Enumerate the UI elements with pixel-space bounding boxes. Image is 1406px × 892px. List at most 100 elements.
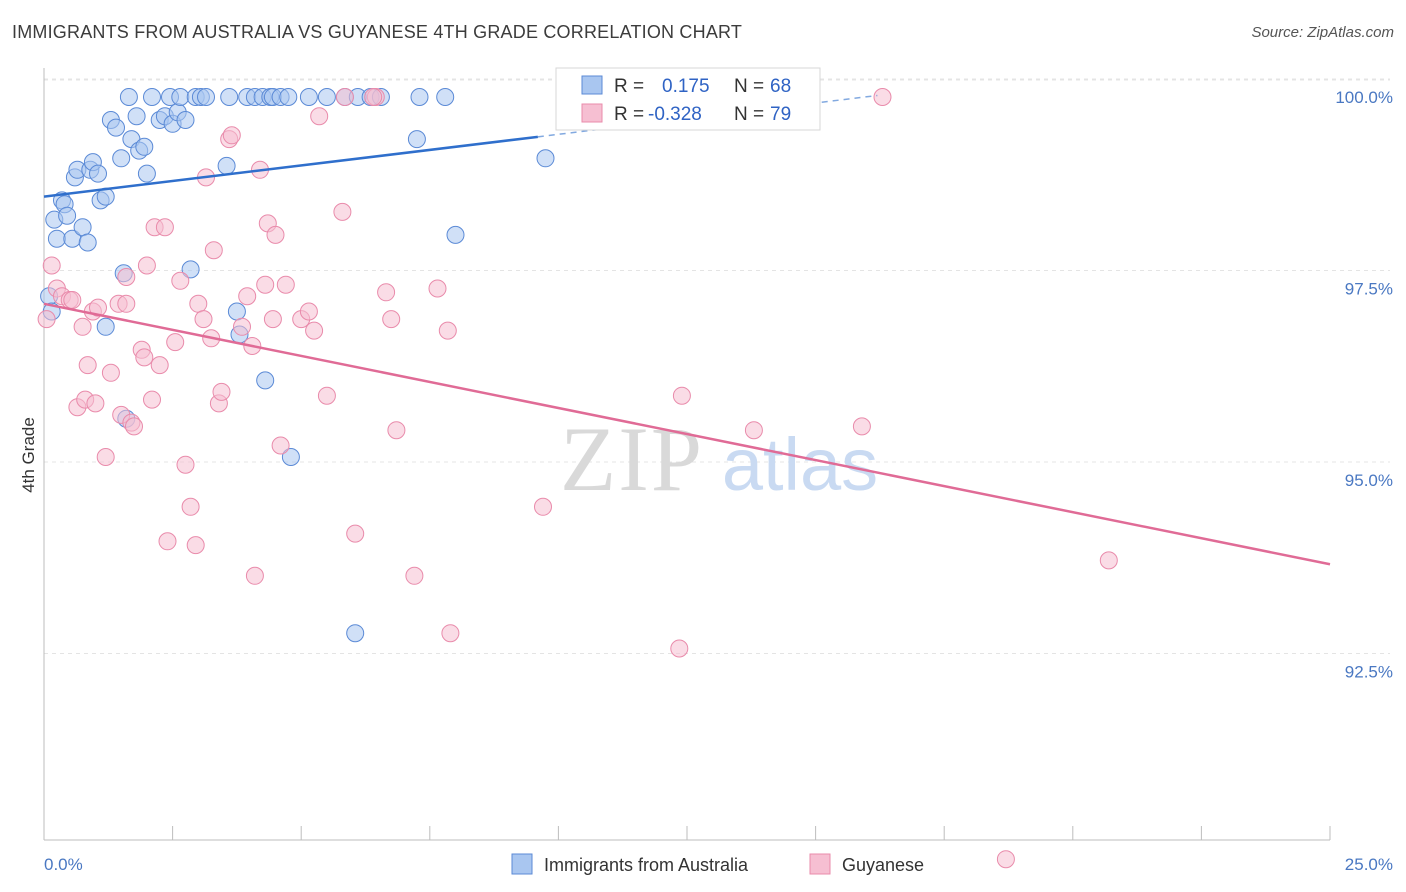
- watermark-atlas: atlas: [722, 423, 878, 506]
- point-guyanese-38: [204, 241, 223, 260]
- watermark-zip: ZIP: [560, 408, 704, 510]
- y-axis-label: 4th Grade: [19, 417, 38, 493]
- axes: [43, 68, 1331, 841]
- point-guyanese-23: [137, 256, 156, 275]
- point-guyanese-29: [166, 333, 185, 352]
- bottom-legend-swatch-australia: [511, 853, 533, 875]
- y-tick-labels: 100.0% 97.5% 95.0% 92.5%: [1335, 88, 1393, 682]
- point-guyanese-78: [364, 88, 383, 106]
- trend-line-australia: [43, 135, 538, 198]
- point-australia-34: [176, 111, 195, 129]
- legend-swatch-guyanese: [581, 103, 603, 123]
- point-guyanese-30: [171, 271, 190, 290]
- point-guyanese-52: [271, 436, 290, 455]
- x-tick-labels: 0.0% 25.0%: [44, 855, 1393, 874]
- point-australia-5: [58, 206, 77, 225]
- point-guyanese-64: [382, 310, 401, 329]
- point-guyanese-55: [299, 302, 318, 321]
- x-tick-label-min: 0.0%: [44, 855, 83, 874]
- point-guyanese-32: [181, 497, 200, 516]
- point-guyanese-26: [150, 356, 169, 375]
- point-australia-49: [279, 88, 298, 106]
- point-guyanese-76: [1099, 551, 1118, 570]
- point-australia-39: [217, 156, 236, 175]
- point-australia-33: [171, 88, 190, 106]
- point-australia-18: [112, 149, 131, 168]
- point-guyanese-14: [101, 363, 120, 382]
- legend-swatch-australia: [581, 75, 603, 95]
- bottom-legend-swatch-guyanese: [809, 853, 831, 875]
- point-australia-2: [47, 229, 66, 248]
- point-guyanese-46: [245, 566, 264, 585]
- point-guyanese-60: [335, 88, 354, 106]
- legend-n-value-guyanese: 79: [770, 104, 791, 125]
- point-guyanese-11: [86, 394, 105, 413]
- point-australia-10: [78, 233, 97, 252]
- point-australia-9: [73, 218, 92, 237]
- point-guyanese-75: [873, 88, 892, 106]
- point-guyanese-48: [256, 275, 275, 294]
- point-guyanese-71: [670, 639, 689, 658]
- point-guyanese-17: [117, 294, 136, 313]
- x-tick-label-max: 25.0%: [1345, 855, 1393, 874]
- point-guyanese-13: [96, 448, 115, 466]
- legend-n-label-australia: N =: [734, 76, 764, 97]
- point-guyanese-7: [73, 317, 92, 336]
- point-guyanese-1: [42, 256, 61, 275]
- point-guyanese-12: [89, 298, 107, 317]
- point-guyanese-56: [305, 321, 324, 340]
- point-australia-60: [410, 88, 429, 106]
- point-guyanese-68: [438, 321, 457, 340]
- point-guyanese-50: [263, 310, 282, 329]
- point-guyanese-63: [377, 283, 396, 302]
- point-australia-53: [317, 88, 336, 106]
- point-australia-63: [536, 149, 555, 168]
- point-guyanese-0: [37, 310, 56, 329]
- point-guyanese-9: [78, 356, 97, 375]
- watermark: ZIP atlas: [560, 408, 878, 510]
- point-guyanese-77: [996, 850, 1015, 869]
- point-guyanese-67: [428, 279, 447, 298]
- point-guyanese-70: [534, 497, 552, 516]
- point-australia-42: [227, 302, 246, 321]
- point-guyanese-42: [222, 126, 241, 145]
- point-australia-40: [220, 88, 239, 106]
- point-australia-61: [436, 88, 455, 106]
- point-guyanese-53: [276, 275, 295, 294]
- point-australia-21: [119, 88, 138, 106]
- y-tick-label-0: 100.0%: [1335, 88, 1393, 107]
- point-australia-35: [181, 260, 200, 279]
- point-guyanese-65: [387, 421, 406, 440]
- point-guyanese-58: [317, 386, 336, 405]
- y-tick-label-2: 95.0%: [1345, 471, 1393, 490]
- legend-n-value-australia: 68: [770, 76, 791, 97]
- point-australia-50: [281, 448, 300, 466]
- point-guyanese-59: [333, 202, 352, 221]
- source-label: Source: ZipAtlas.com: [1251, 24, 1394, 41]
- legend-r-value-guyanese: -0.328: [648, 104, 702, 125]
- point-guyanese-20: [125, 417, 143, 436]
- point-guyanese-69: [441, 624, 460, 643]
- point-guyanese-73: [744, 421, 763, 440]
- point-guyanese-74: [852, 417, 871, 436]
- point-guyanese-34: [189, 294, 208, 313]
- point-australia-13: [89, 164, 107, 183]
- legend-r-value-australia: 0.175: [662, 76, 710, 97]
- point-australia-62: [446, 225, 465, 244]
- point-guyanese-51: [266, 225, 285, 244]
- point-australia-55: [346, 624, 365, 643]
- point-guyanese-44: [238, 287, 257, 306]
- point-guyanese-72: [672, 386, 691, 405]
- point-guyanese-61: [346, 524, 365, 543]
- point-guyanese-22: [135, 348, 154, 367]
- point-australia-25: [135, 137, 154, 156]
- point-guyanese-33: [186, 536, 205, 555]
- point-guyanese-31: [176, 455, 195, 474]
- point-guyanese-5: [63, 291, 82, 309]
- point-guyanese-18: [117, 268, 136, 286]
- legend-r-label-guyanese: R =: [614, 104, 644, 125]
- legend-r-label-australia: R =: [614, 76, 644, 97]
- legend-n-label-guyanese: N =: [734, 104, 764, 125]
- point-guyanese-28: [158, 532, 177, 551]
